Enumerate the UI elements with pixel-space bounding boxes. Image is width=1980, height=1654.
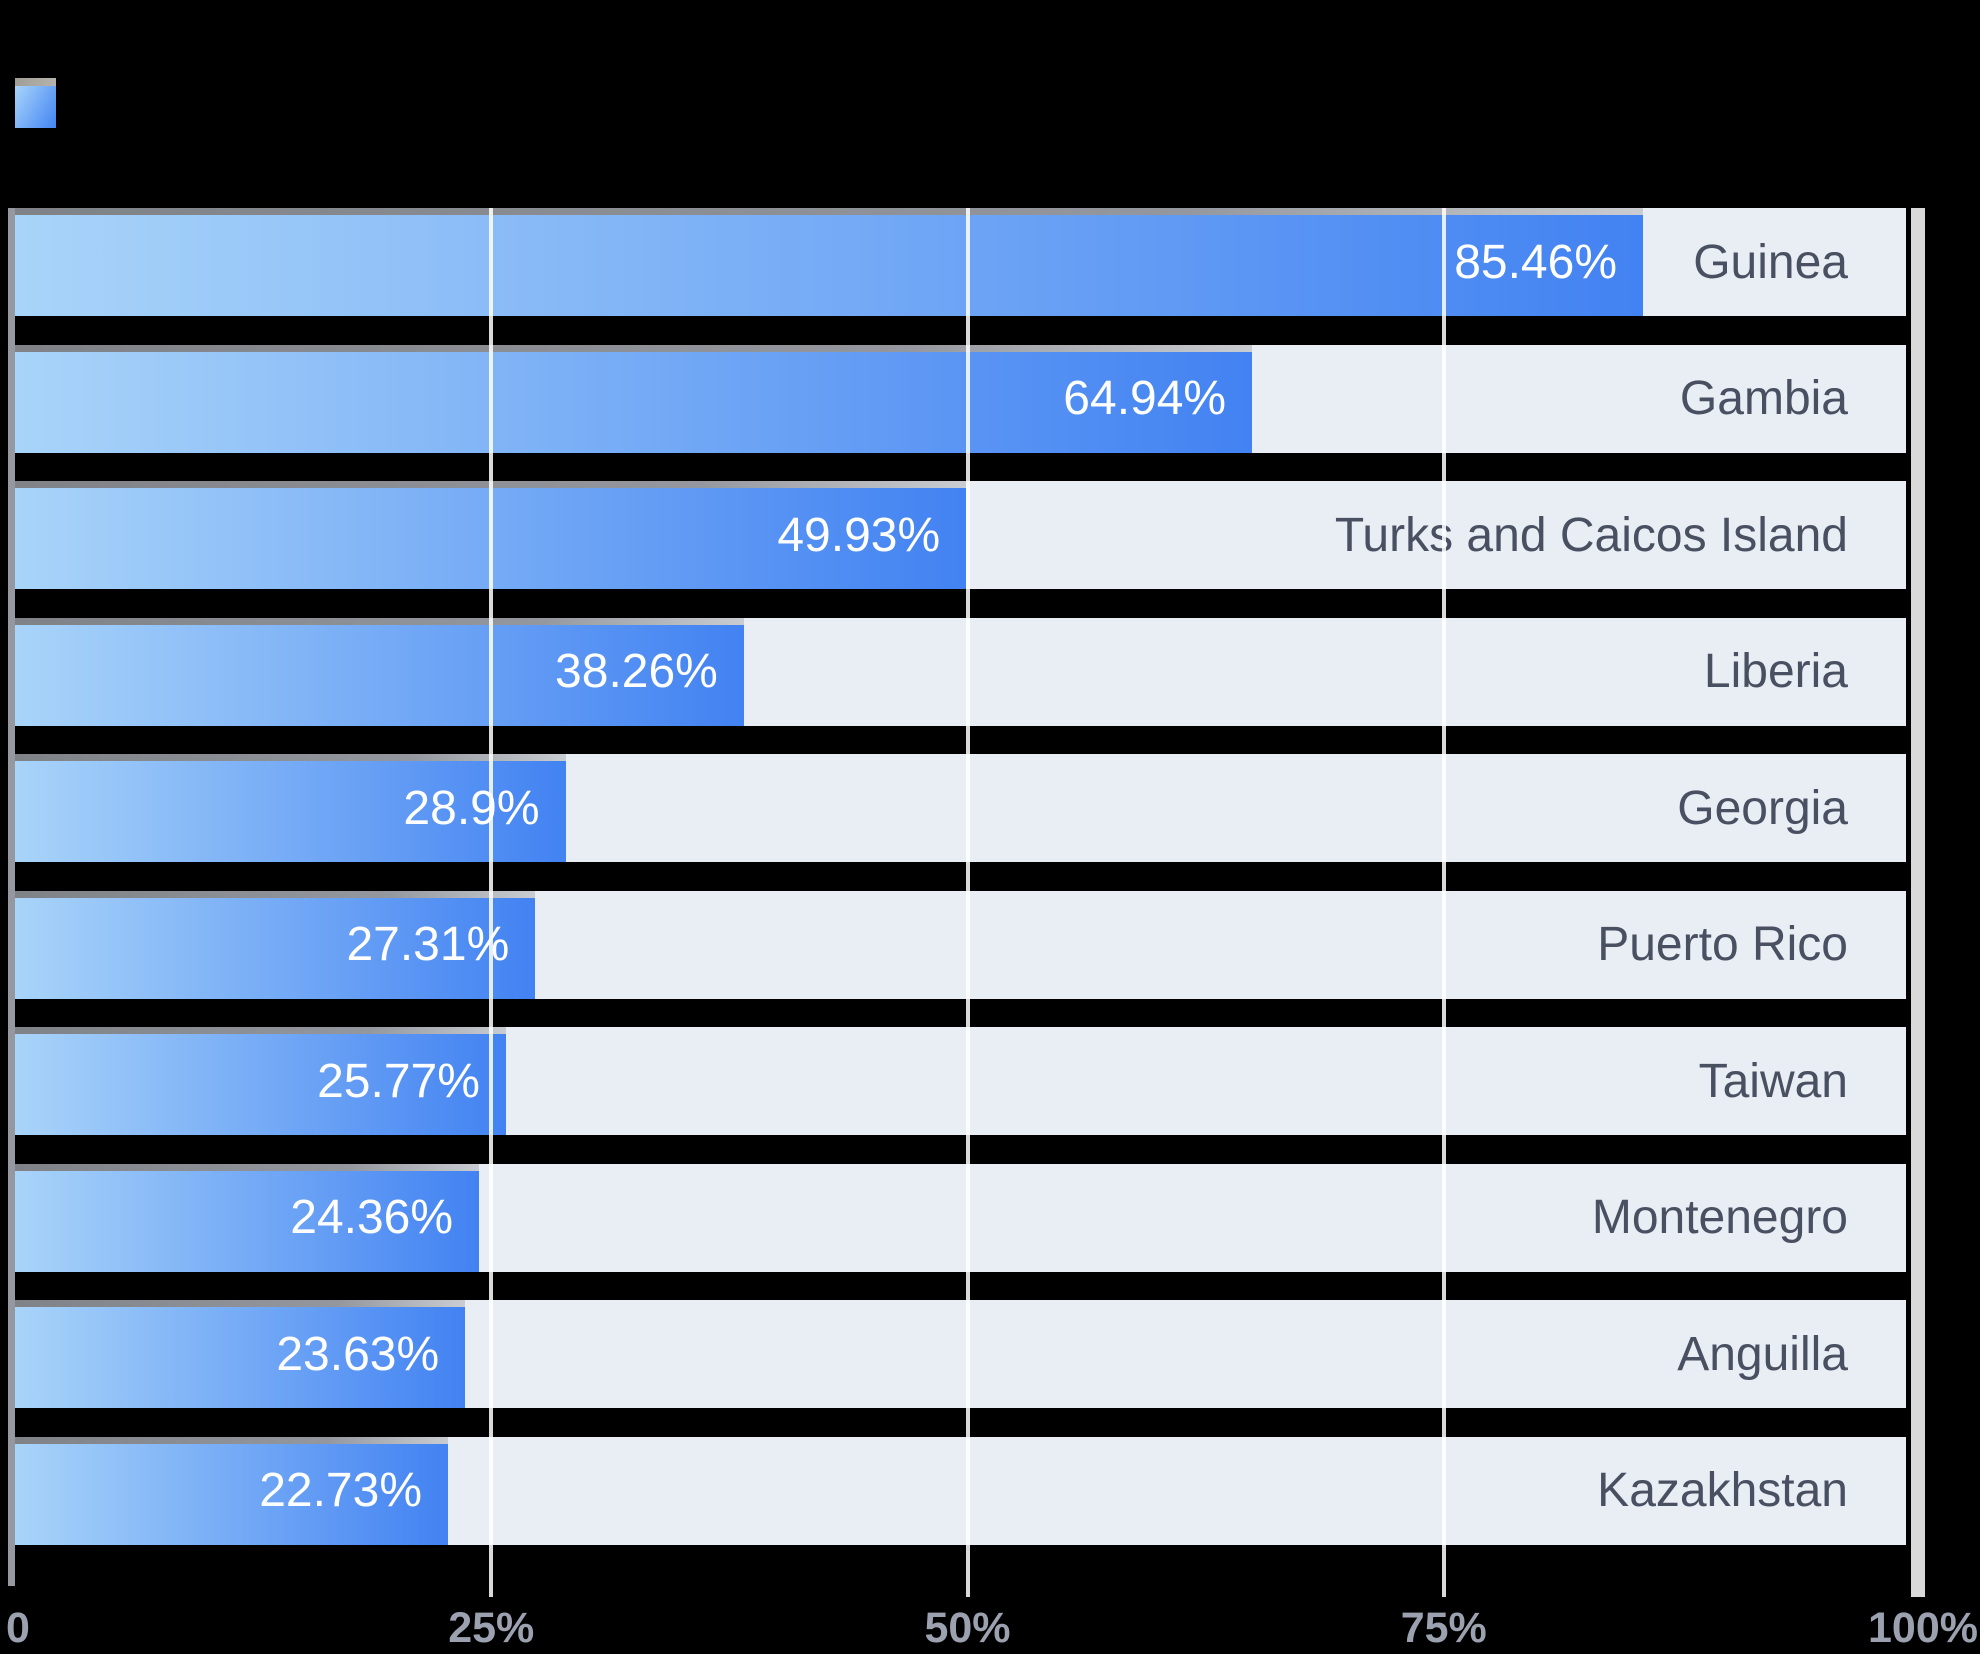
plot-area: Guinea 85.46% Gambia 64.94% Turks and Ca… [8,208,1925,1597]
country-label: Anguilla [1677,1327,1848,1381]
country-label: Kazakhstan [1597,1464,1848,1518]
bar: 64.94% [15,344,1253,453]
bar-value-label: 38.26% [555,645,718,699]
x-axis-label: 100% [1868,1604,1978,1652]
x-axis-label: 75% [1400,1604,1487,1652]
bar-value-label: 22.73% [259,1464,422,1518]
bar-row: Georgia 28.9% [15,754,1920,863]
country-label: Liberia [1703,645,1848,699]
bar-value-label: 49.93% [777,508,941,562]
bar-row: Liberia 38.26% [15,617,1920,726]
bar: 24.36% [15,1163,480,1272]
country-label: Gambia [1679,372,1848,426]
legend-swatch-top-border [15,78,56,86]
country-label: Turks and Caicos Island [1334,508,1848,562]
bar-value-label: 64.94% [1063,372,1227,426]
bar: 28.9% [15,754,566,863]
bar-row: Gambia 64.94% [15,344,1920,453]
x-axis-label: 0 [6,1604,30,1652]
country-label: Georgia [1677,781,1848,835]
bar-value-label: 28.9% [403,781,540,835]
bar-row: Anguilla 23.63% [15,1300,1920,1409]
legend-swatch-icon [15,78,56,128]
bar: 27.31% [15,890,536,999]
bar-row: Guinea 85.46% [15,208,1920,316]
country-label: Guinea [1693,235,1848,289]
bar-value-label: 25.77% [317,1054,480,1108]
gridline-100% [1911,208,1925,1597]
bar-value-label: 24.36% [290,1191,454,1245]
bar: 38.26% [15,617,744,726]
y-axis-line [8,208,15,1586]
country-label: Taiwan [1698,1054,1848,1108]
bar-row: Montenegro 24.36% [15,1163,1920,1272]
bar-value-label: 27.31% [346,918,510,972]
x-axis-label: 50% [924,1604,1011,1652]
bar: 23.63% [15,1300,466,1409]
country-label: Montenegro [1591,1191,1848,1245]
x-axis-label: 25% [448,1604,535,1652]
bar: 22.73% [15,1436,448,1545]
gridline-75% [1441,208,1446,1597]
bar-row: Kazakhstan 22.73% [15,1436,1920,1545]
bar-value-label: 85.46% [1454,235,1617,289]
country-label: Puerto Rico [1597,918,1848,972]
bar: 85.46% [15,208,1643,316]
bar: 25.77% [15,1027,506,1136]
legend-swatch-fill [15,86,56,128]
gridline-25% [489,208,494,1597]
bar-row: Puerto Rico 27.31% [15,890,1920,999]
bar-value-label: 23.63% [276,1327,440,1381]
gridline-50% [965,208,970,1597]
bar-row: Taiwan 25.77% [15,1027,1920,1136]
